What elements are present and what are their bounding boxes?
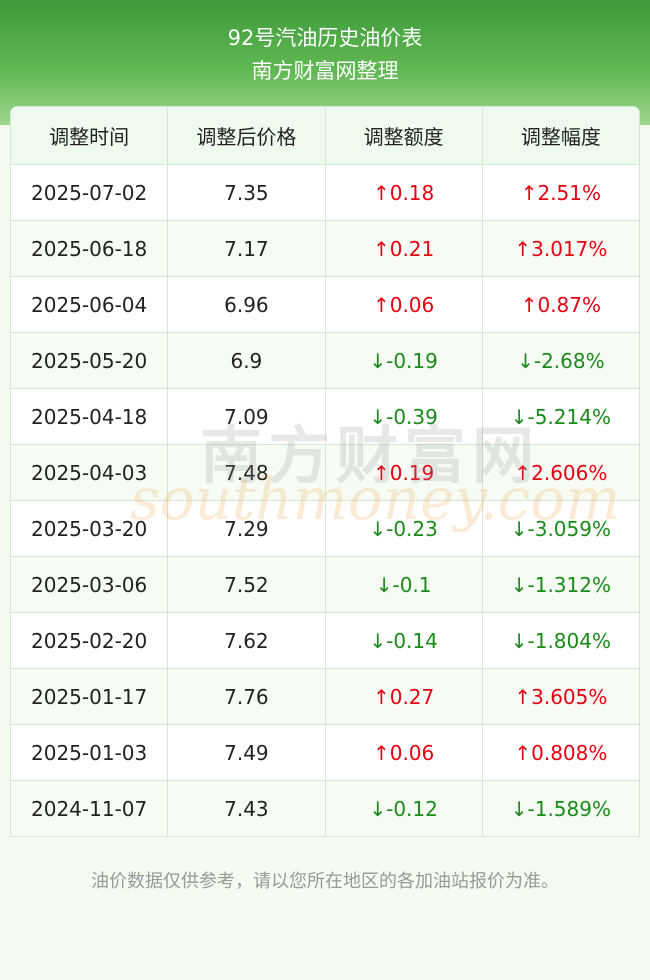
cell: 2025-01-17 xyxy=(10,668,169,725)
cell: 6.96 xyxy=(167,276,326,333)
cell: 7.62 xyxy=(167,612,326,669)
cell: 2025-06-18 xyxy=(10,220,169,277)
cell: 2025-06-04 xyxy=(10,276,169,333)
table-row: 2025-04-03 7.48 ↑0.19 ↑2.606% xyxy=(10,444,640,501)
table-row: 2025-06-04 6.96 ↑0.06 ↑0.87% xyxy=(10,276,640,333)
cell: 2025-05-20 xyxy=(10,332,169,389)
table-row: 2025-05-20 6.9 ↓-0.19 ↓-2.68% xyxy=(10,332,640,389)
table-row: 2025-03-06 7.52 ↓-0.1 ↓-1.312% xyxy=(10,556,640,613)
watermark-brand: 南方财富网 xyxy=(200,419,541,492)
cell: ↑2.51% xyxy=(481,164,640,221)
cell: ↑3.605% xyxy=(481,668,640,725)
cell: 6.9 xyxy=(167,332,326,389)
cell: ↓-3.059% xyxy=(481,500,640,557)
cell: ↑0.18 xyxy=(324,164,483,221)
cell: ↑0.06 xyxy=(324,724,483,781)
cell: 2025-07-02 xyxy=(10,164,169,221)
table-row: 2024-11-07 7.43 ↓-0.12 ↓-1.589% xyxy=(10,780,640,837)
cell: 7.76 xyxy=(167,668,326,725)
column-header: 调整后价格 xyxy=(167,106,326,165)
cell: ↓-5.214% xyxy=(481,388,640,445)
cell: 7.17 xyxy=(167,220,326,277)
cell: ↑0.87% xyxy=(481,276,640,333)
column-header: 调整幅度 xyxy=(481,106,640,165)
cell: ↑0.808% xyxy=(481,724,640,781)
cell: ↓-0.12 xyxy=(324,780,483,837)
cell: ↑0.19 xyxy=(324,444,483,501)
cell: ↑0.21 xyxy=(324,220,483,277)
table-row: 2025-01-03 7.49 ↑0.06 ↑0.808% xyxy=(10,724,640,781)
cell: ↓-0.14 xyxy=(324,612,483,669)
cell: 7.48 xyxy=(167,444,326,501)
cell: 7.35 xyxy=(167,164,326,221)
table-row: 2025-07-02 7.35 ↑0.18 ↑2.51% xyxy=(10,164,640,221)
cell: 2025-02-20 xyxy=(10,612,169,669)
column-header: 调整时间 xyxy=(10,106,169,165)
table-card: 调整时间 调整后价格 调整额度 调整幅度 2025-07-02 7.35 ↑0.18 ↑2.5… xyxy=(10,106,640,837)
cell: 2025-03-06 xyxy=(10,556,169,613)
cell: ↓-0.1 xyxy=(324,556,483,613)
table-row: 2025-02-20 7.62 ↓-0.14 ↓-1.804% xyxy=(10,612,640,669)
cell: ↓-0.19 xyxy=(324,332,483,389)
cell: 7.09 xyxy=(167,388,326,445)
cell: ↓-2.68% xyxy=(481,332,640,389)
cell: ↑0.27 xyxy=(324,668,483,725)
cell: ↑2.606% xyxy=(481,444,640,501)
cell: ↓-1.312% xyxy=(481,556,640,613)
cell: ↑3.017% xyxy=(481,220,640,277)
price-table: 调整时间 调整后价格 调整额度 调整幅度 2025-07-02 7.35 ↑0.18 ↑2.5… xyxy=(10,106,640,837)
cell: 7.49 xyxy=(167,724,326,781)
table-row: 2025-01-17 7.76 ↑0.27 ↑3.605% xyxy=(10,668,640,725)
cell: 7.52 xyxy=(167,556,326,613)
table-row: 2025-04-18 7.09 ↓-0.39 ↓-5.214% xyxy=(10,388,640,445)
cell: 2025-03-20 xyxy=(10,500,169,557)
cell: 2025-04-03 xyxy=(10,444,169,501)
cell: 2024-11-07 xyxy=(10,780,169,837)
cell: ↓-1.804% xyxy=(481,612,640,669)
table-row: 2025-06-18 7.17 ↑0.21 ↑3.017% xyxy=(10,220,640,277)
footer-note: 油价数据仅供参考，请以您所在地区的各加油站报价为准。 xyxy=(91,871,559,892)
cell: ↓-1.589% xyxy=(481,780,640,837)
title: 92号汽油历史油价表 xyxy=(227,26,423,50)
column-header: 调整额度 xyxy=(324,106,483,165)
cell: ↓-0.39 xyxy=(324,388,483,445)
cell: 7.43 xyxy=(167,780,326,837)
cell: ↑0.06 xyxy=(324,276,483,333)
cell: 2025-01-03 xyxy=(10,724,169,781)
header: 92号汽油历史油价表 南方财富网整理 xyxy=(0,0,650,125)
header-row: 调整时间 调整后价格 调整额度 调整幅度 xyxy=(10,106,640,165)
watermark-domain: southmoney.com xyxy=(130,465,621,533)
subtitle: 南方财富网整理 xyxy=(251,59,399,83)
cell: 2025-04-18 xyxy=(10,388,169,445)
